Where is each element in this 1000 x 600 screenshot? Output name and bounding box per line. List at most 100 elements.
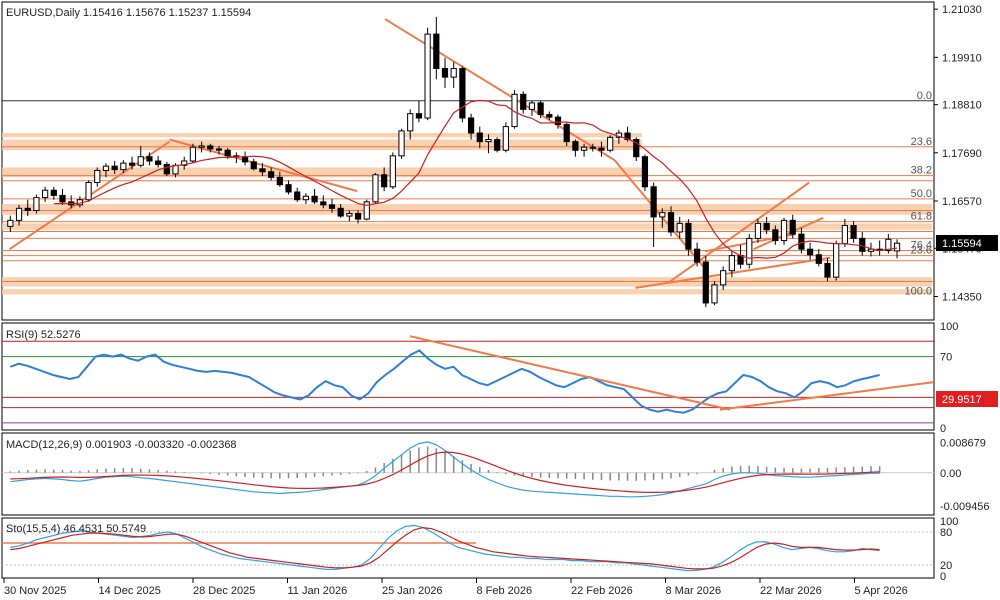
candle-51	[450, 62, 457, 88]
candle-body	[15, 207, 23, 221]
x-tick-label-0: 30 Nov 2025	[4, 585, 66, 597]
candle-body	[667, 212, 675, 233]
macd-tick-label-1: 0.00	[940, 468, 961, 480]
candle-body	[320, 201, 327, 206]
candle-body	[198, 145, 205, 148]
candle-62	[546, 111, 553, 121]
rsi-tick-label-1: 70	[940, 352, 952, 364]
candle-body	[189, 146, 197, 162]
candle-69	[607, 135, 614, 153]
candle-72	[633, 137, 640, 161]
candle-body	[215, 148, 223, 151]
axis-layer: 1.210301.199101.188101.176901.165701.154…	[3, 4, 990, 597]
candle-57	[502, 122, 509, 153]
candle-body	[885, 238, 892, 251]
rsi-tick-label-3: 0	[940, 423, 946, 435]
candle-24	[215, 145, 223, 155]
x-tick-label-7: 8 Mar 2026	[666, 585, 722, 597]
candle-76	[667, 206, 675, 237]
macd-tick-label-0: 0.008679	[940, 437, 986, 449]
candle-92	[807, 242, 814, 260]
trend-line-6	[635, 256, 831, 289]
candle-100	[876, 240, 883, 256]
candle-body	[24, 207, 31, 211]
candle-body	[485, 138, 492, 143]
sto-d-line	[10, 526, 880, 570]
candle-85	[746, 234, 753, 269]
candle-38	[337, 204, 344, 218]
candle-body	[85, 182, 92, 201]
candle-13	[120, 160, 127, 174]
candle-43	[381, 167, 388, 192]
candle-body	[146, 156, 153, 162]
candle-body	[268, 171, 275, 178]
sto-panel-frame	[1, 517, 935, 579]
fib-label-0: 0.0	[917, 90, 932, 102]
candle-body	[859, 237, 866, 252]
candle-17	[155, 155, 162, 168]
fib-label-4: 61.8	[911, 211, 932, 223]
x-tick-label-2: 28 Dec 2025	[193, 585, 255, 597]
candle-6	[59, 188, 66, 205]
candle-body	[746, 237, 753, 265]
candle-66	[580, 143, 588, 157]
candle-body	[59, 194, 66, 203]
candle-body	[207, 145, 214, 150]
x-tick-label-9: 5 Apr 2026	[855, 585, 908, 597]
candle-55	[485, 134, 492, 154]
candle-28	[250, 158, 257, 171]
candle-33	[294, 187, 301, 202]
candle-body	[250, 161, 257, 170]
candle-68	[598, 141, 605, 157]
candle-50	[441, 57, 449, 88]
x-tick-label-6: 22 Feb 2026	[571, 585, 633, 597]
sr-zone-6	[2, 289, 932, 295]
candle-49	[433, 16, 440, 80]
rsi-layer	[2, 335, 935, 424]
price-tick-label-0: 1.21030	[942, 4, 982, 16]
candle-body	[433, 33, 440, 70]
candle-1	[15, 204, 23, 226]
fib-label-5: 76.4	[911, 239, 932, 251]
candle-body	[7, 219, 14, 227]
candle-22	[198, 141, 205, 153]
candle-77	[676, 216, 683, 239]
candle-body	[389, 155, 396, 188]
price-panel-title: EURUSD,Daily 1.15416 1.15676 1.15237 1.1…	[6, 7, 251, 19]
candle-body	[763, 222, 770, 231]
candle-body	[363, 201, 370, 220]
candle-83	[728, 251, 735, 278]
candle-65	[572, 139, 579, 157]
candle-body	[285, 184, 292, 193]
candle-body	[424, 33, 431, 119]
candle-body	[450, 68, 457, 78]
rsi-tick-label-0: 100	[940, 321, 958, 333]
candle-34	[302, 193, 310, 205]
candle-body	[815, 254, 822, 264]
sto-panel-title: Sto(15,5,4) 46.4531 50.5749	[6, 523, 146, 535]
sto-tick-label-2: 20	[940, 560, 952, 572]
candle-30	[268, 167, 275, 181]
candle-body	[772, 229, 779, 242]
sto-k-line	[10, 524, 880, 572]
x-tick-label-8: 22 Mar 2026	[760, 585, 822, 597]
current-price-box	[936, 234, 998, 251]
rsi-panel-frame	[1, 322, 935, 431]
candle-32	[285, 180, 292, 195]
candle-body	[354, 212, 362, 220]
candle-29	[259, 163, 266, 177]
x-tick-label-1: 14 Dec 2025	[99, 585, 161, 597]
candle-98	[859, 231, 866, 256]
candle-79	[693, 242, 701, 267]
candle-body	[676, 222, 683, 233]
current-price-label: 1.15594	[942, 238, 982, 250]
candle-body	[693, 248, 701, 263]
candle-body	[494, 138, 501, 151]
candle-53	[467, 113, 475, 140]
candle-54	[476, 126, 483, 149]
candle-body	[841, 225, 848, 245]
candle-body	[337, 207, 344, 217]
rsi-line	[9, 349, 880, 414]
candle-body	[372, 174, 379, 203]
